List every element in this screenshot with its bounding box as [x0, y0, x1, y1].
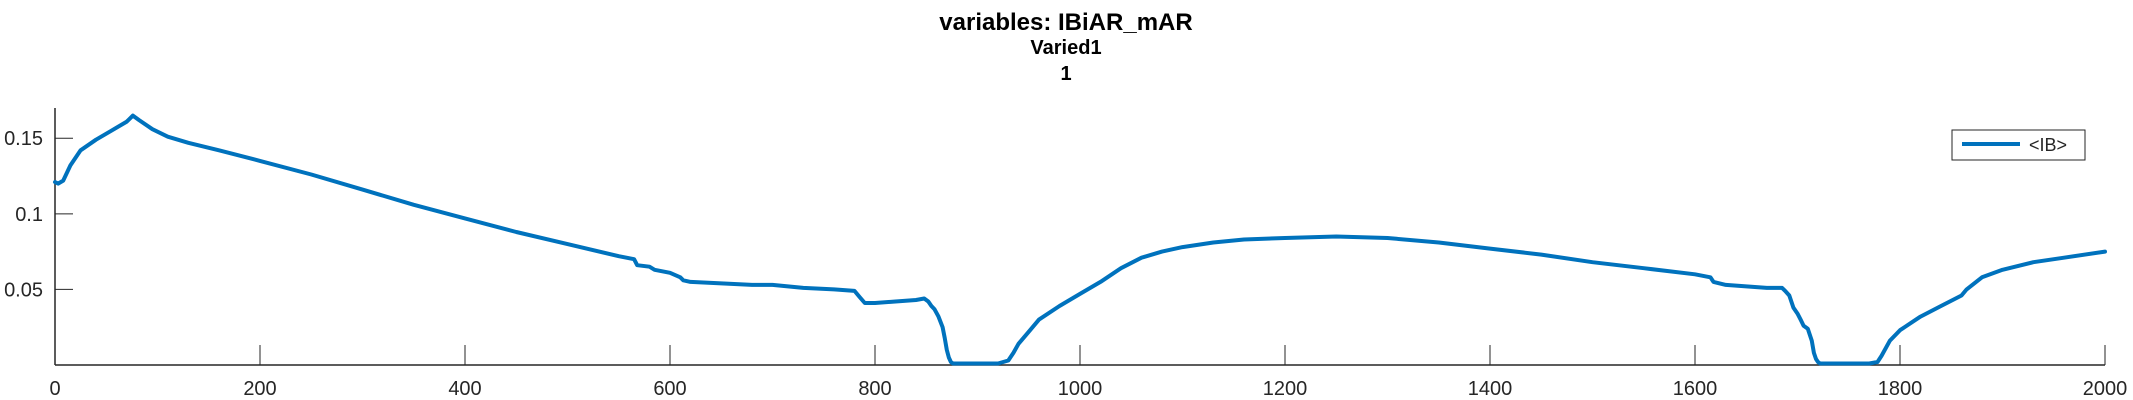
x-tick-label: 400: [448, 378, 481, 400]
x-tick-label: 1000: [1058, 378, 1103, 400]
chart-subtitle: Varied1: [1030, 37, 1101, 59]
legend-label-ib: <IB>: [2029, 135, 2067, 155]
x-tick-label: 600: [653, 378, 686, 400]
x-tick-label: 1200: [1263, 378, 1308, 400]
x-tick-label: 1800: [1878, 378, 1923, 400]
x-tick-label: 800: [858, 378, 891, 400]
legend: <IB>: [1951, 129, 2086, 161]
series-line-ib: [53, 113, 2107, 366]
x-axis-ticks: 0 200 400 600 800 1000 1200 1400 1600 1800 2000: [49, 345, 2127, 400]
y-axis-ticks: 0.05 0.1 0.15: [4, 128, 73, 301]
x-tick-label: 1400: [1468, 378, 1513, 400]
y-tick-label: 0.1: [15, 204, 43, 226]
x-tick-label: 200: [243, 378, 276, 400]
y-tick-label: 0.05: [4, 279, 43, 301]
x-tick-label: 1600: [1673, 378, 1718, 400]
x-tick-label: 0: [49, 378, 60, 400]
chart-title: variables: IBiAR_mAR: [939, 9, 1192, 36]
y-tick-label: 0.15: [4, 128, 43, 150]
chart-subtitle-2: 1: [1060, 63, 1071, 85]
x-tick-label: 2000: [2083, 378, 2128, 400]
